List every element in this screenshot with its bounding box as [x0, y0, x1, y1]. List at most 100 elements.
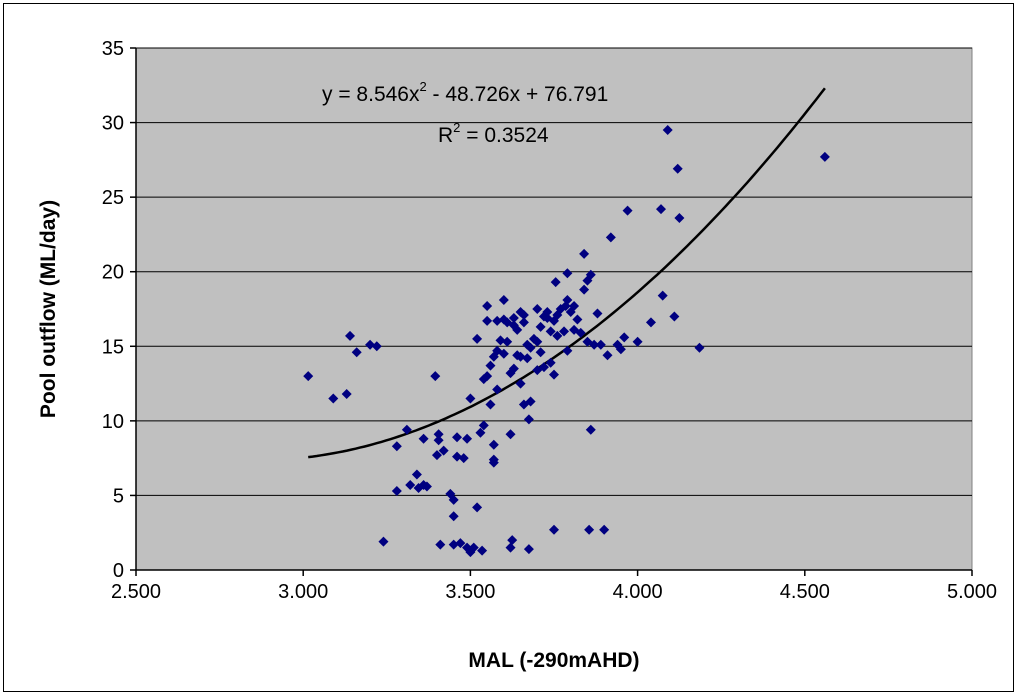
data-point — [562, 268, 573, 279]
data-point — [562, 345, 573, 356]
data-point — [515, 378, 526, 389]
data-point — [303, 371, 314, 382]
y-tick-label: 0 — [113, 560, 124, 582]
data-point — [552, 330, 563, 341]
plot-area — [135, 47, 973, 571]
data-point — [508, 363, 519, 374]
data-point — [472, 333, 483, 344]
axes — [130, 47, 973, 576]
trendline-equation: y = 8.546x2 - 48.726x + 76.791 — [322, 79, 608, 106]
data-point — [575, 327, 586, 338]
data-point — [482, 315, 493, 326]
data-point — [477, 545, 488, 556]
data-point — [656, 204, 667, 215]
data-point — [498, 295, 509, 306]
x-tick-label: 5.000 — [947, 581, 997, 603]
data-point — [431, 450, 442, 461]
data-point — [502, 336, 513, 347]
data-point — [515, 351, 526, 362]
data-point — [452, 432, 463, 443]
y-tick-label: 30 — [102, 113, 124, 135]
data-point — [430, 371, 441, 382]
data-point — [605, 232, 616, 243]
data-point — [523, 544, 534, 555]
data-point — [452, 451, 463, 462]
y-tick-label: 10 — [102, 411, 124, 433]
data-point — [448, 511, 459, 522]
data-point — [401, 424, 412, 435]
data-point — [492, 384, 503, 395]
data-point — [549, 369, 559, 380]
x-tick-label: 4.000 — [613, 581, 663, 603]
data-point — [532, 336, 543, 347]
data-point — [472, 502, 483, 513]
data-point — [579, 284, 590, 295]
r-squared-label: R2 = 0.3524 — [438, 120, 549, 147]
y-tick-label: 25 — [102, 187, 124, 209]
data-point — [351, 347, 362, 358]
data-point — [579, 248, 590, 259]
y-tick-label: 35 — [102, 38, 124, 60]
data-point — [592, 308, 603, 319]
data-point — [488, 457, 499, 468]
y-tick-label: 15 — [102, 336, 124, 358]
data-point — [572, 314, 583, 325]
data-point — [492, 315, 503, 326]
data-point — [433, 435, 444, 446]
data-point — [532, 304, 543, 314]
x-tick-label: 3.000 — [278, 581, 328, 603]
y-tick-label: 20 — [102, 262, 124, 284]
data-point — [559, 326, 570, 337]
data-point — [433, 429, 444, 440]
grid-lines — [136, 47, 972, 496]
y-axis-title: Pool outflow (ML/day) — [37, 200, 60, 418]
y-tick-labels: 0 5 10 15 20 25 30 35 — [102, 38, 124, 582]
data-point — [508, 312, 519, 323]
data-point — [632, 336, 643, 347]
data-point — [328, 393, 339, 404]
x-tick-labels: 2.500 3.000 3.500 4.000 4.500 5.000 — [111, 581, 997, 603]
data-point — [478, 420, 489, 431]
data-point — [505, 542, 516, 553]
data-point — [518, 309, 529, 320]
data-point — [550, 277, 561, 288]
data-point — [485, 360, 496, 371]
data-point — [535, 321, 546, 332]
y-tick-label: 5 — [113, 485, 124, 507]
data-point — [562, 295, 573, 306]
data-point — [542, 306, 553, 317]
data-point — [462, 433, 473, 444]
data-point — [341, 389, 352, 400]
data-point — [538, 362, 549, 373]
data-point — [405, 479, 416, 490]
data-point — [545, 357, 556, 368]
data-point — [475, 427, 486, 438]
x-tick-label: 3.500 — [445, 581, 495, 603]
data-point — [421, 481, 432, 492]
data-point — [545, 326, 556, 337]
data-point — [498, 348, 509, 359]
data-point — [694, 342, 705, 353]
data-point — [485, 399, 496, 410]
data-point — [525, 342, 536, 353]
data-point — [502, 317, 513, 328]
data-point — [435, 539, 446, 550]
x-axis-title: MAL (-290mAHD) — [468, 649, 639, 672]
data-point — [438, 445, 449, 456]
data-point — [535, 347, 546, 358]
x-tick-label: 4.500 — [780, 581, 830, 603]
data-point — [585, 424, 596, 435]
data-point — [365, 339, 376, 350]
data-point — [488, 439, 499, 450]
data-point — [602, 350, 613, 361]
data-point — [455, 538, 466, 549]
data-point — [599, 524, 610, 535]
data-point — [589, 339, 600, 350]
data-point — [615, 344, 626, 355]
data-point — [507, 535, 518, 546]
data-point — [465, 393, 476, 404]
data-point — [819, 151, 830, 162]
data-point — [448, 539, 459, 550]
data-point — [595, 339, 606, 350]
